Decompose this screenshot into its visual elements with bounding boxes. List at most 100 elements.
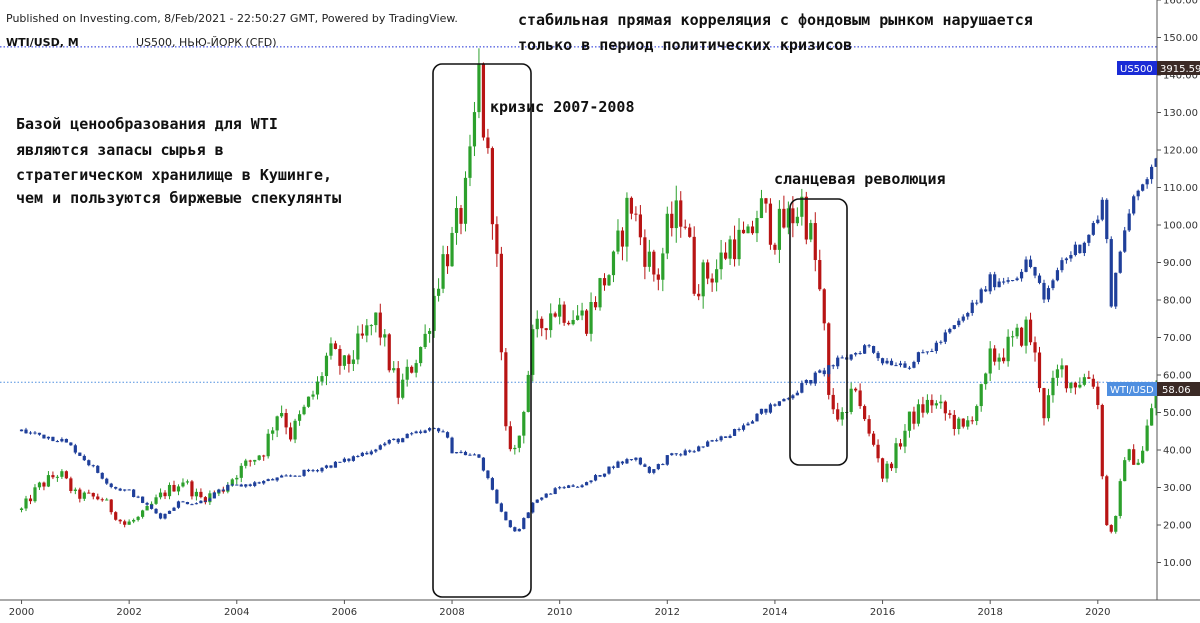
us500-candle (1118, 251, 1122, 273)
candles-layer (19, 48, 1157, 534)
wti-price-tag: WTI/USD 58.06 (1107, 382, 1200, 396)
wti-candle (975, 406, 979, 421)
wti-candle (154, 497, 158, 504)
us500-candle (1064, 258, 1069, 261)
us500-candle (419, 431, 423, 433)
wti-candle (360, 333, 364, 336)
wti-candle (468, 146, 472, 178)
wti-candle (239, 465, 243, 478)
wti-candle (1141, 450, 1145, 463)
wti-candle (809, 223, 813, 240)
wti-candle (508, 426, 512, 450)
wti-candle (203, 497, 207, 503)
us500-candle (1109, 239, 1113, 307)
us500-candle (553, 488, 557, 495)
wti-candle (190, 481, 194, 497)
us500-candle (481, 457, 486, 471)
x-tick-label: 2000 (9, 607, 34, 618)
us500-candle (706, 441, 710, 447)
wti-candle (311, 394, 315, 397)
us500-candle (248, 484, 252, 486)
us500-candle (975, 302, 979, 304)
y-tick-label: 70.00 (1163, 333, 1192, 344)
us500-candle (46, 436, 51, 439)
y-tick-label: 30.00 (1163, 483, 1192, 494)
wti-candle (338, 348, 342, 366)
us500-candle (889, 360, 894, 366)
us500-candle (629, 459, 634, 461)
us500-candle (966, 313, 970, 317)
wti-candle (405, 366, 409, 380)
wti-candle (701, 262, 705, 297)
wti-candle (127, 521, 131, 525)
wti-candle (1118, 481, 1122, 516)
us500-candle (333, 461, 338, 468)
us500-candle (297, 475, 302, 477)
us500-candle (320, 467, 324, 472)
us500-candle (351, 456, 355, 461)
wti-candle (342, 355, 347, 366)
us500-candle (1006, 280, 1010, 282)
us500-candle (450, 437, 454, 454)
y-tick-label: 10.00 (1163, 558, 1192, 569)
wti-candle (450, 232, 454, 267)
y-tick-label: 20.00 (1163, 521, 1192, 532)
wti-candle (176, 486, 181, 492)
us500-candle (33, 432, 37, 434)
wti-candle (840, 412, 844, 420)
wti-candle (683, 226, 687, 228)
wti-candle (849, 388, 853, 412)
top-annotation-line1: стабильная прямая корреляция с фондовым … (518, 11, 1033, 29)
wti-candle (584, 310, 589, 334)
wti-candle (531, 329, 535, 375)
x-tick-label: 2006 (332, 607, 357, 618)
us500-candle (109, 483, 113, 487)
us500-candle (1105, 199, 1109, 240)
us500-candle (190, 504, 194, 506)
wti-candle (69, 478, 73, 491)
us500-candle (436, 428, 441, 432)
us500-candle (607, 466, 611, 474)
wti-candle (262, 455, 266, 457)
us500-candle (60, 438, 64, 442)
wti-candle (87, 492, 91, 494)
wti-candle (504, 352, 508, 427)
x-tick-label: 2010 (547, 607, 572, 618)
top-annotation-line2: только в период политических кризисов (518, 36, 852, 54)
us500-candle (432, 428, 436, 430)
us500-candle (118, 488, 122, 491)
wti-candle (1002, 357, 1006, 362)
wti-candle (315, 381, 320, 395)
us500-candle (620, 461, 625, 464)
us500-candle (692, 451, 696, 453)
us500-candle (105, 478, 109, 484)
wti-candle (836, 409, 840, 420)
us500-candle (37, 432, 42, 435)
us500-candle (19, 429, 24, 432)
us500-candle (616, 461, 620, 468)
wti-candle (576, 315, 580, 320)
wti-candle (136, 516, 140, 520)
us500-candle (176, 501, 181, 508)
us500-candle (849, 354, 853, 360)
us500-candle (625, 459, 629, 464)
us500-candle (795, 392, 799, 396)
us500-candle (679, 454, 683, 456)
us500-candle (907, 367, 912, 369)
wti-candle (611, 251, 616, 276)
us500-candle (347, 458, 351, 461)
us500-candle (315, 470, 320, 472)
us500-candle (647, 466, 651, 473)
us500-candle (782, 399, 786, 402)
wti-candle (679, 200, 683, 227)
us500-candle (916, 352, 921, 362)
wti-candle (387, 334, 391, 371)
us500-candle (1051, 280, 1055, 289)
us500-candle (499, 503, 503, 512)
us500-candle (414, 431, 418, 434)
wti-candle (567, 322, 571, 325)
wti-candle (903, 430, 907, 447)
wti-candle (320, 376, 324, 382)
wti-candle (768, 203, 773, 245)
us500-candle (984, 289, 988, 292)
